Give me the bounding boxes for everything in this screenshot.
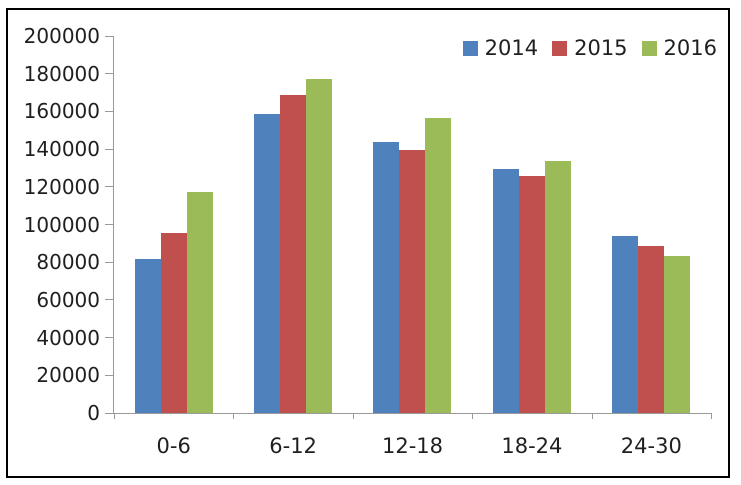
category-group-18-24 — [472, 36, 591, 413]
y-axis-tick-label: 40000 — [36, 325, 100, 350]
legend-item-2015: 2015 — [552, 36, 628, 60]
legend: 2014 2015 2016 — [462, 36, 717, 60]
x-axis-tick — [711, 413, 712, 419]
y-axis-tick — [105, 299, 113, 301]
legend-swatch-icon — [552, 41, 568, 56]
y-axis-tick — [105, 73, 113, 75]
x-axis-category-label: 18-24 — [501, 434, 563, 458]
y-axis-tick-label: 0 — [87, 401, 100, 425]
x-axis-tick — [591, 413, 593, 419]
bar-2015-12-18 — [399, 150, 426, 413]
legend-item-2016: 2016 — [641, 36, 717, 60]
bar-2016-24-30 — [664, 255, 691, 413]
y-axis-tick — [105, 412, 113, 414]
bar-2014-0-6 — [134, 259, 161, 413]
y-axis-tick — [105, 374, 113, 376]
bar-2015-0-6 — [160, 232, 187, 413]
x-axis-category-label: 6-12 — [269, 434, 317, 458]
bar-2015-24-30 — [638, 246, 665, 413]
x-axis-category-label: 24-30 — [620, 434, 682, 458]
y-axis-tick — [105, 35, 113, 37]
y-axis-tick-label: 180000 — [23, 61, 100, 86]
legend-swatch-icon — [462, 41, 478, 56]
y-axis-tick-label: 160000 — [23, 99, 100, 124]
category-group-0-6 — [114, 36, 233, 413]
plot-area: 0 20000 40000 60000 80000 100000 120000 140000 1… — [24, 26, 712, 457]
bar-2014-6-12 — [254, 114, 281, 413]
legend-swatch-icon — [641, 41, 657, 56]
bar-2016-0-6 — [186, 191, 213, 413]
y-axis-tick — [105, 261, 113, 263]
y-axis-tick-label: 100000 — [23, 212, 100, 237]
legend-label: 2014 — [484, 36, 539, 60]
x-axis-tick — [114, 413, 115, 419]
chart-frame — [6, 8, 730, 478]
legend-item-2014: 2014 — [462, 36, 539, 60]
legend-label: 2015 — [574, 36, 628, 60]
bar-2016-12-18 — [425, 118, 452, 413]
y-axis-tick-label: 200000 — [23, 24, 100, 48]
category-group-6-12 — [233, 36, 352, 413]
y-axis-tick-label: 140000 — [23, 137, 100, 162]
y-axis-tick-label: 120000 — [23, 174, 100, 199]
x-axis-category-label: 12-18 — [381, 434, 444, 458]
x-axis-tick — [352, 413, 354, 419]
y-axis-tick — [105, 148, 113, 150]
bar-2014-12-18 — [373, 141, 400, 413]
y-axis-tick — [105, 224, 113, 225]
y-axis-tick — [105, 186, 113, 188]
y-axis-tick — [105, 110, 113, 112]
bar-2015-18-24 — [518, 176, 545, 413]
bar-2014-18-24 — [492, 168, 519, 413]
x-axis-tick — [472, 413, 474, 419]
category-group-24-30 — [592, 36, 711, 413]
legend-label: 2016 — [663, 36, 717, 60]
y-axis-tick-label: 80000 — [36, 250, 100, 275]
bar-2016-18-24 — [544, 161, 571, 413]
bar-2016-6-12 — [306, 79, 333, 413]
category-group-12-18 — [353, 36, 472, 413]
bar-2015-6-12 — [280, 95, 307, 413]
y-axis-tick-label: 20000 — [36, 363, 100, 388]
x-axis-tick — [233, 413, 235, 419]
y-axis-tick-label: 60000 — [36, 287, 100, 312]
bar-2014-24-30 — [612, 235, 639, 413]
x-axis-category-label: 0-6 — [156, 434, 191, 458]
y-axis-tick — [105, 337, 113, 339]
